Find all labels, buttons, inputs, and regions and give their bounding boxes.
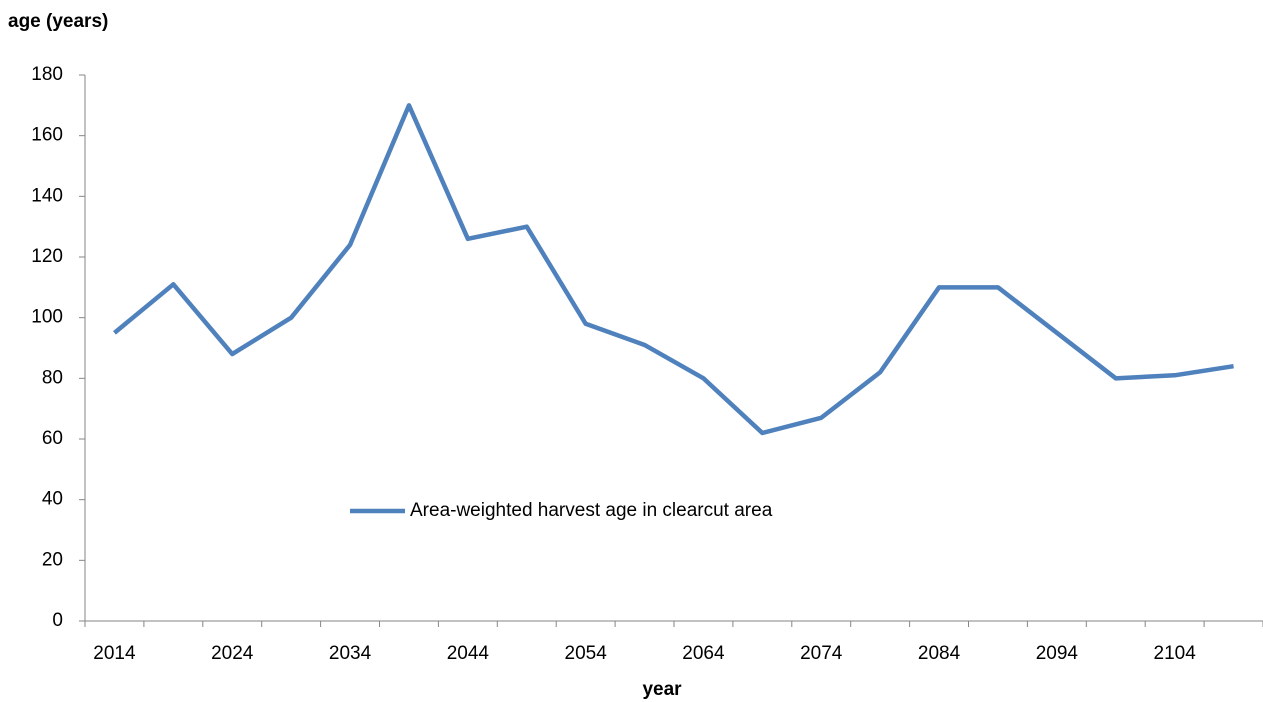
y-tick-label: 80	[42, 367, 63, 388]
x-tick-label: 2024	[211, 643, 254, 664]
y-tick-label: 180	[31, 64, 63, 85]
data-line	[113, 103, 1234, 436]
y-tick-label: 160	[31, 125, 63, 146]
x-tick-label: 2054	[565, 643, 608, 664]
y-tick-label: 140	[31, 185, 63, 206]
x-tick-label: 2074	[800, 643, 843, 664]
y-tick-label: 20	[42, 549, 63, 570]
y-axis-title: age (years)	[8, 11, 108, 32]
x-tick-label: 2014	[93, 643, 136, 664]
x-axis-title: year	[642, 679, 682, 700]
x-tick-label: 2034	[329, 643, 372, 664]
y-tick-label: 60	[42, 428, 63, 449]
legend-label: Area-weighted harvest age in clearcut ar…	[410, 500, 773, 521]
x-tick-label: 2094	[1036, 643, 1079, 664]
y-tick-label: 0	[52, 610, 63, 631]
y-tick-label: 100	[31, 307, 63, 328]
x-tick-label: 2084	[918, 643, 961, 664]
y-tick-label: 40	[42, 489, 63, 510]
x-tick-label: 2104	[1154, 643, 1197, 664]
y-tick-label: 120	[31, 246, 63, 267]
x-tick-label: 2064	[682, 643, 725, 664]
x-tick-label: 2044	[447, 643, 490, 664]
